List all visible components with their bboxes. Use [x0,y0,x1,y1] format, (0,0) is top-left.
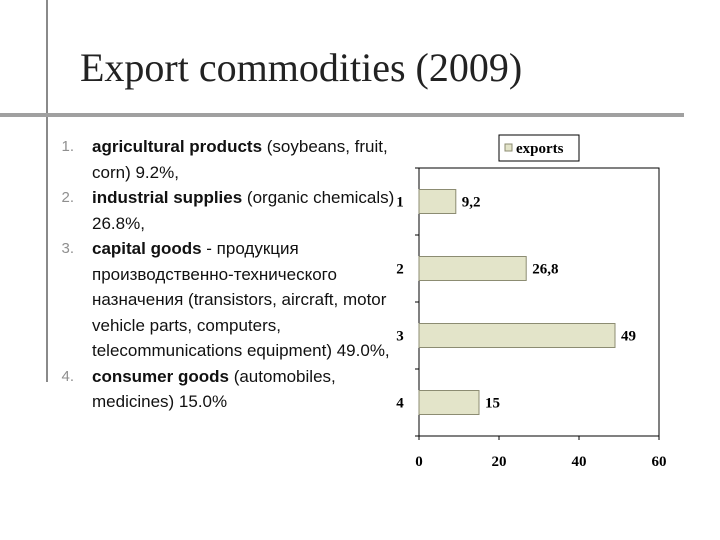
x-tick-label: 60 [652,454,667,470]
list-item-bold: capital goods [92,239,202,258]
list-item-text: (organic chemicals) 26.8%, [92,188,395,233]
x-tick-label: 20 [492,454,507,470]
y-tick-label: 2 [396,262,404,278]
list-item-text: - продукция производственно-технического… [92,239,390,360]
list-item: 1. agricultural products (soybeans, fruit… [0,134,400,185]
legend-label: exports [516,141,564,157]
list-number: 3. [61,240,74,257]
list-number: 4. [61,367,74,385]
list-item-bold: consumer goods [92,366,229,386]
slide-title: Export commodities (2009) [80,45,523,90]
y-tick-label: 1 [396,195,404,211]
bar-value-label: 15 [485,396,500,412]
list-item-bold: industrial supplies [92,188,243,207]
x-tick-label: 40 [572,454,587,470]
list-item: 3. capital goods - продукция производстве… [0,236,400,364]
bar-2 [418,256,527,281]
list-item-text: (soybeans, fruit, corn) 9.2%, [92,137,388,182]
decorative-horizontal-line [0,113,684,117]
list-item: 2. industrial supplies (organic chemicals… [0,185,400,236]
bar-1 [418,189,457,214]
bar-4 [418,390,480,415]
commodity-list: 1. agricultural products (soybeans, fruit… [0,134,400,415]
bar-value-label: 26,8 [532,262,558,278]
legend-swatch [504,143,513,152]
decorative-vertical-line [46,0,48,382]
list-number: 1. [61,138,74,155]
y-tick-label: 4 [396,396,404,412]
list-number: 2. [61,189,74,206]
bar-value-label: 49 [621,329,636,345]
x-tick-label: 0 [415,454,423,470]
y-tick-label: 3 [396,329,404,345]
bar-value-label: 9,2 [462,195,481,211]
list-item-text: (automobiles, medicines) 15.0% [92,366,336,412]
list-item: 4. consumer goods (automobiles, medicines… [0,364,400,415]
list-item-bold: agricultural products [92,137,263,156]
bar-3 [418,323,616,348]
